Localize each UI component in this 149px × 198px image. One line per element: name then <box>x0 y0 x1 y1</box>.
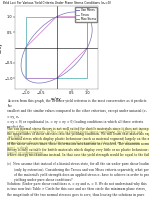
Text: (c)  Now assume that instead of a biaxial stress state, for all the six under pu: (c) Now assume that instead of a biaxial… <box>7 162 149 182</box>
Y-axis label: σ₂/σy: σ₂/σy <box>0 42 3 53</box>
Text: As seen from this graph, the Drucker yield criterion is the most conservative as: As seen from this graph, the Drucker yie… <box>7 99 147 155</box>
Text: Solution: (Under pure shear conditions σ₁ = σy and σ₂ = 0. We do not understand : Solution: (Under pure shear conditions σ… <box>7 182 147 197</box>
Legend: Von Mises, Tresca, Max Stress: Von Mises, Tresca, Max Stress <box>75 7 97 22</box>
Text: The von normal stress theory is not well suited for ductile materials since it d: The von normal stress theory is not well… <box>7 127 149 157</box>
X-axis label: σ₁/σy: σ₁/σy <box>51 97 62 101</box>
Title: Yield Loci For Various Yield Criteria Under Plane Stress Conditions (σ₃=0): Yield Loci For Various Yield Criteria Un… <box>2 1 111 5</box>
